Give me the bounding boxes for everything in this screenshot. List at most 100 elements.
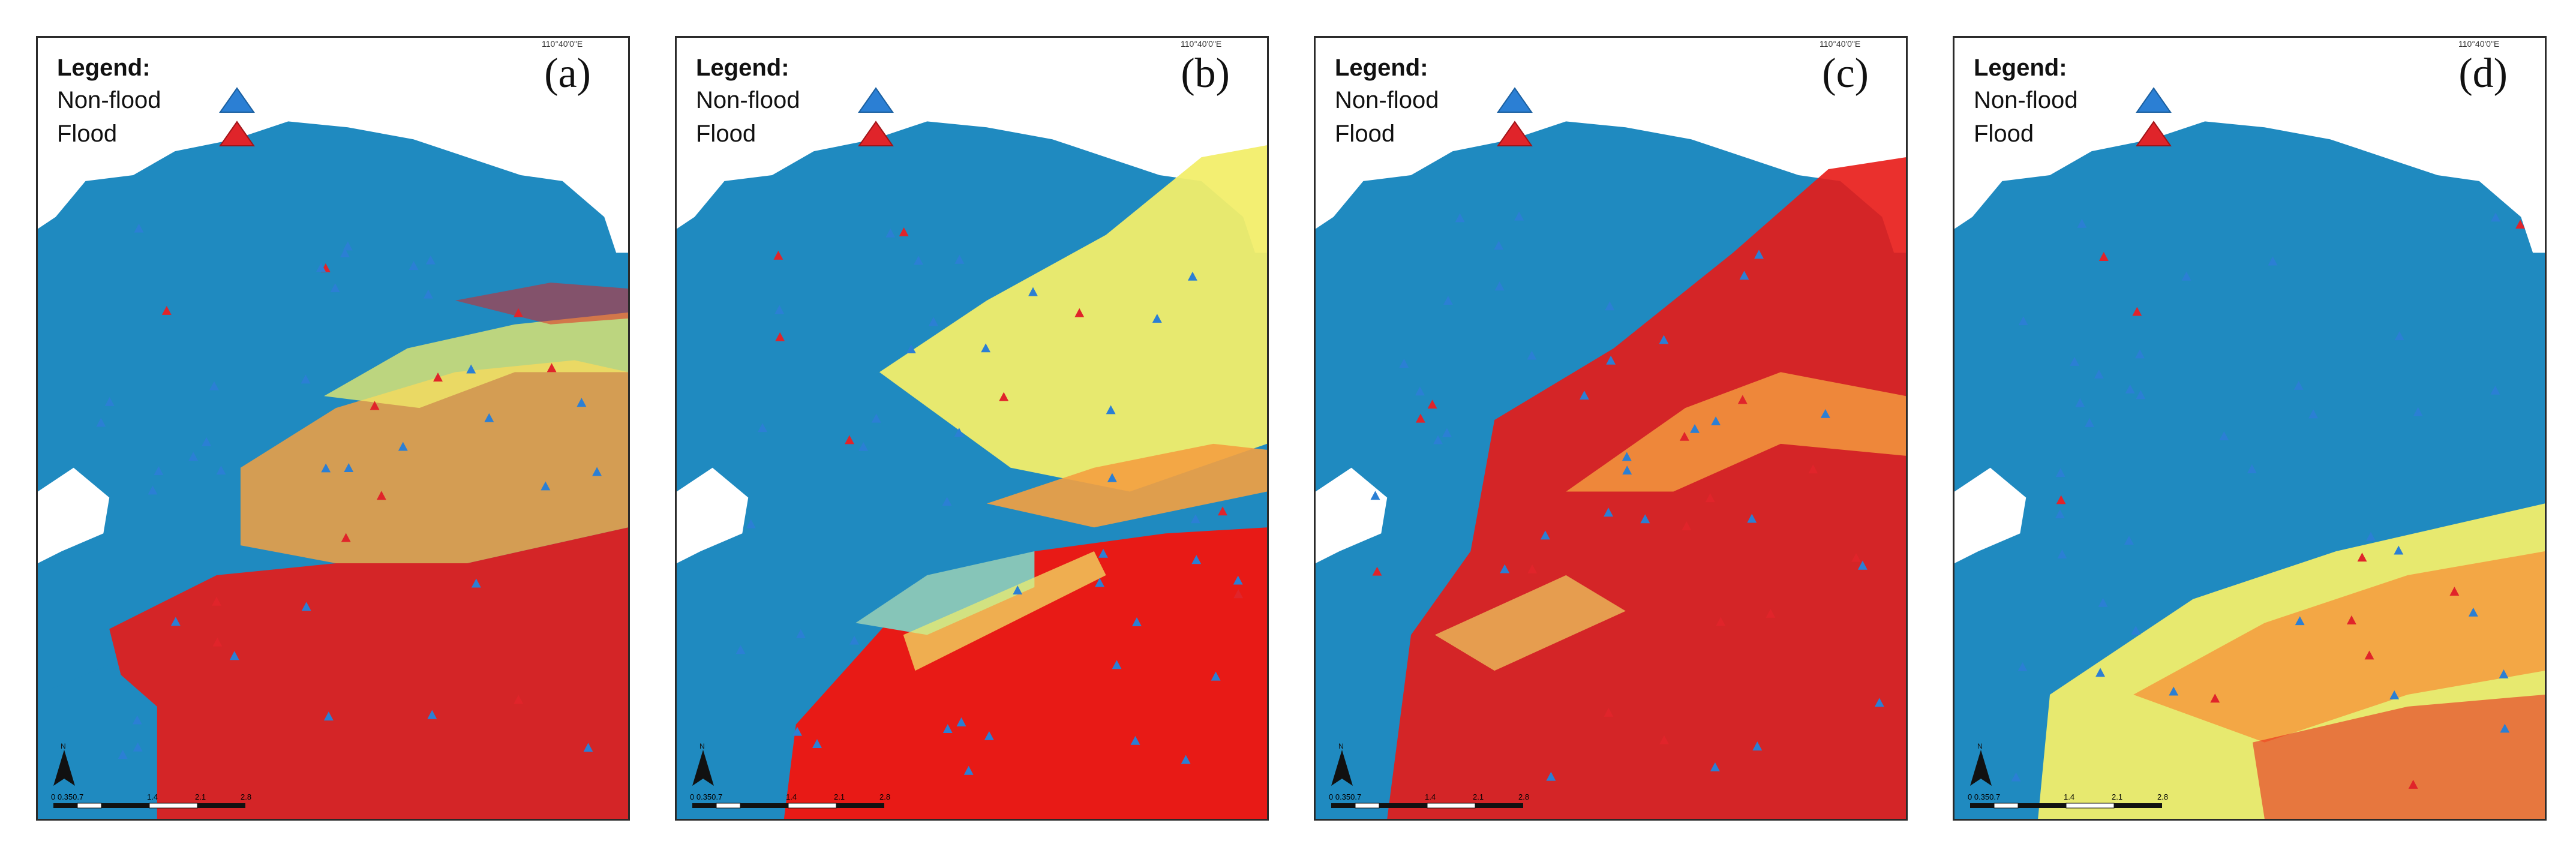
nonflood-sample-point	[1546, 771, 1556, 781]
flood-triangle-icon	[219, 121, 255, 146]
nonflood-sample-point	[1191, 555, 1202, 564]
nonflood-sample-point	[2125, 384, 2135, 394]
legend-label-nonflood: Non-flood	[1974, 87, 2078, 113]
nonflood-sample-point	[849, 635, 860, 645]
legend: Legend: Non-flood Flood	[689, 50, 917, 164]
nonflood-sample-point	[2095, 668, 2106, 677]
flood-triangle-icon	[1497, 121, 1533, 146]
nonflood-sample-point	[914, 256, 923, 265]
flood-susceptibility-map	[677, 121, 1267, 819]
svg-text:1.4: 1.4	[1425, 792, 1436, 801]
nonflood-sample-point	[1500, 564, 1510, 573]
svg-text:1.4: 1.4	[147, 792, 158, 801]
flood-sample-point	[2098, 252, 2109, 261]
panel-label: (c)	[1822, 50, 1869, 97]
nonflood-sample-point	[792, 726, 802, 736]
nonflood-sample-point	[1739, 271, 1749, 280]
nonflood-sample-point	[330, 283, 340, 293]
flood-sample-point	[2346, 615, 2356, 624]
nonflood-sample-point	[758, 423, 768, 432]
nonflood-sample-point	[2131, 626, 2141, 635]
flood-sample-point	[1808, 464, 1818, 474]
nonflood-sample-point	[1443, 296, 1453, 305]
nonflood-sample-point	[2394, 545, 2404, 555]
svg-text:2.1: 2.1	[2112, 792, 2122, 801]
scale-bar: 0 0.350.7 1.4 2.1 2.8	[1329, 792, 1529, 809]
svg-text:N: N	[1977, 743, 1983, 750]
svg-text:0 0.350.7: 0 0.350.7	[690, 792, 722, 801]
nonflood-sample-point	[2394, 331, 2404, 341]
flood-sample-point	[370, 401, 380, 410]
nonflood-sample-point	[301, 374, 311, 384]
north-arrow-icon: N	[692, 743, 714, 786]
nonflood-sample-point	[1028, 287, 1038, 296]
nonflood-sample-point	[981, 343, 991, 353]
nonflood-sample-point	[942, 497, 952, 506]
flood-sample-point	[1604, 707, 1614, 717]
nonflood-sample-point	[1747, 513, 1757, 523]
nonflood-sample-point	[1098, 548, 1108, 558]
nonflood-sample-point	[2018, 316, 2028, 326]
nonflood-sample-point	[2085, 418, 2094, 427]
nonflood-sample-point	[1690, 424, 1700, 433]
nonflood-sample-point	[1640, 514, 1650, 524]
map-panel-a: Legend: Non-flood Flood (a) N 0 0.350.7 1…	[36, 36, 630, 821]
legend-label-nonflood: Non-flood	[1335, 87, 1439, 113]
flood-sample-point	[1737, 395, 1748, 404]
nonflood-sample-point	[2017, 662, 2028, 671]
svg-text:N: N	[61, 743, 66, 750]
nonflood-triangle-icon	[1497, 87, 1533, 113]
legend-label-flood: Flood	[57, 121, 118, 147]
nonflood-sample-point	[1494, 281, 1505, 291]
nonflood-sample-point	[2490, 385, 2500, 395]
flood-sample-point	[1705, 493, 1715, 503]
svg-text:1.4: 1.4	[786, 792, 797, 801]
flood-sample-point	[999, 392, 1009, 401]
nonflood-sample-point	[984, 731, 994, 740]
nonflood-sample-point	[1399, 359, 1409, 368]
svg-text:2.1: 2.1	[834, 792, 845, 801]
nonflood-sample-point	[2308, 409, 2319, 419]
nonflood-sample-point	[2070, 356, 2079, 366]
flood-sample-point	[2132, 307, 2142, 316]
nonflood-sample-point	[1659, 335, 1669, 344]
nonflood-sample-point	[466, 364, 476, 374]
nonflood-sample-point	[1527, 350, 1537, 360]
nonflood-sample-point	[2075, 398, 2085, 407]
scale-bar: 0 0.350.7 1.4 2.1 2.8	[1968, 792, 2168, 809]
nonflood-triangle-icon	[2136, 87, 2172, 113]
nonflood-sample-point	[2295, 616, 2305, 626]
coordinate-label: 110°40'0"E	[1181, 39, 1222, 49]
scale-bar: 0 0.350.7 1.4 2.1 2.8	[51, 792, 251, 809]
nonflood-sample-point	[2094, 370, 2104, 379]
nonflood-sample-point	[1181, 755, 1191, 764]
nonflood-sample-point	[541, 481, 551, 491]
flood-sample-point	[376, 491, 386, 500]
flood-sample-point	[1766, 608, 1776, 618]
nonflood-sample-point	[1752, 741, 1763, 751]
flood-sample-point	[1218, 506, 1227, 516]
legend-label-flood: Flood	[1335, 121, 1395, 147]
nonflood-sample-point	[592, 467, 602, 476]
map-panel-b: Legend: Non-flood Flood (b) N 0 0.350.7 1…	[675, 36, 1269, 821]
flood-sample-point	[1716, 617, 1726, 626]
nonflood-sample-point	[812, 739, 822, 749]
flood-sample-point	[1679, 431, 1689, 441]
legend: Legend: Non-flood Flood	[1328, 50, 1556, 164]
nonflood-sample-point	[1514, 211, 1524, 221]
nonflood-sample-point	[2098, 597, 2108, 607]
map-panel-d: Legend: Non-flood Flood (d) N 0 0.350.7 1…	[1953, 36, 2547, 821]
nonflood-sample-point	[323, 711, 334, 721]
nonflood-sample-point	[1494, 241, 1504, 250]
flood-sample-point	[2408, 779, 2418, 789]
nonflood-sample-point	[484, 413, 494, 422]
nonflood-sample-point	[1112, 660, 1122, 669]
map-panel-c: Legend: Non-flood Flood (c) N 0 0.350.7 1…	[1314, 36, 1908, 821]
nonflood-sample-point	[2500, 723, 2510, 733]
nonflood-sample-point	[2268, 256, 2278, 266]
nonflood-sample-point	[942, 724, 953, 734]
legend-label-nonflood: Non-flood	[696, 87, 800, 113]
nonflood-sample-point	[2499, 669, 2509, 678]
flood-sample-point	[1682, 521, 1692, 530]
nonflood-sample-point	[2136, 390, 2146, 400]
